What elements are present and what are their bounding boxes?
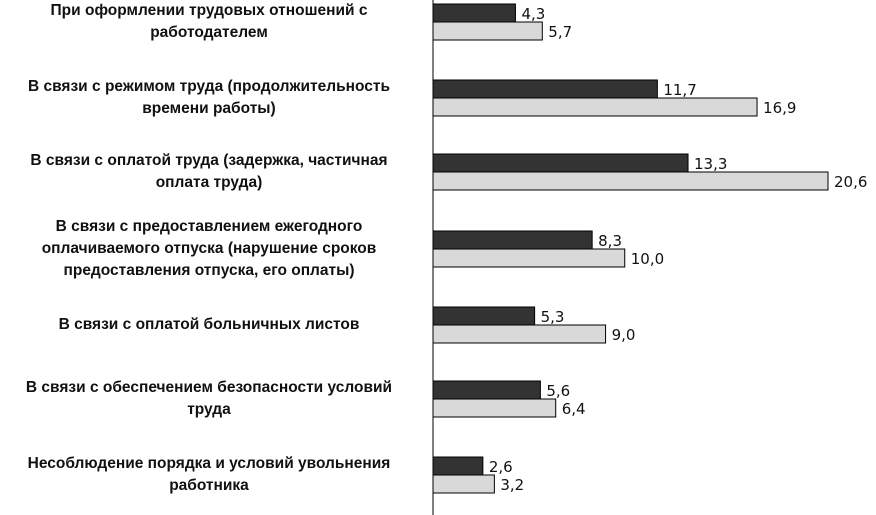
data-label: 10,0 — [631, 250, 664, 268]
bar — [432, 306, 536, 326]
category-label: В связи с оплатой труда (задержка, части… — [30, 152, 388, 191]
data-label: 5,3 — [541, 308, 565, 326]
data-label: 5,7 — [548, 23, 572, 41]
category-label: При оформлении трудовых отношений с рабо… — [50, 2, 368, 41]
bar — [432, 474, 495, 494]
bar — [432, 456, 484, 476]
category-label: В связи с предоставлением ежегодного опл… — [41, 218, 377, 279]
bar — [432, 171, 829, 191]
data-label: 20,6 — [834, 173, 867, 191]
category-label: В связи с обеспечением безопасности усло… — [25, 379, 393, 418]
data-label: 13,3 — [694, 155, 727, 173]
bar — [432, 21, 543, 41]
bar — [432, 380, 541, 400]
bar — [432, 398, 557, 418]
data-label: 11,7 — [663, 81, 696, 99]
data-label: 4,3 — [521, 5, 545, 23]
category-label: В связи с режимом труда (продолжительнос… — [27, 78, 390, 117]
data-label: 8,3 — [598, 232, 622, 250]
bar — [432, 248, 626, 268]
bar — [432, 153, 689, 173]
bar — [432, 230, 593, 250]
bar — [432, 79, 658, 99]
category-label: В связи с оплатой больничных листов — [58, 316, 360, 333]
data-label: 16,9 — [763, 99, 796, 117]
bar — [432, 97, 758, 117]
bar — [432, 324, 607, 344]
data-label: 9,0 — [612, 326, 636, 344]
data-label: 5,6 — [546, 382, 570, 400]
data-label: 6,4 — [562, 400, 586, 418]
data-label: 2,6 — [489, 458, 513, 476]
category-label: Несоблюдение порядка и условий увольнени… — [27, 455, 391, 494]
data-label: 3,2 — [500, 476, 524, 494]
bar — [432, 3, 516, 23]
